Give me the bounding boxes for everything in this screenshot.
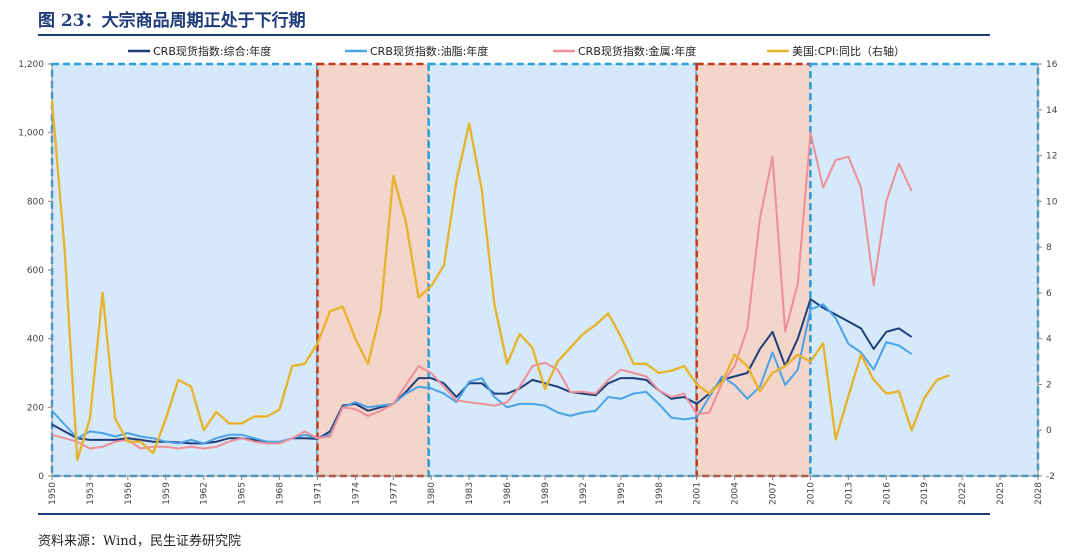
line-chart: 0 200 400 600 800 1,000 1,200 -2 0 2 4 6 8 10 12 14 16 19…: [18, 44, 1058, 505]
legend-label: CRB现货指数:综合:年度: [153, 44, 271, 58]
y-left-tick-label: 200: [27, 403, 44, 413]
x-tick-label: 1971: [313, 482, 323, 505]
y-left-tick-label: 1,200: [18, 60, 44, 70]
y-right-tick-label: 12: [1046, 152, 1057, 162]
x-tick-label: 1962: [200, 482, 210, 505]
x-tick-label: 1959: [162, 482, 172, 505]
x-tick-label: 1995: [617, 482, 627, 505]
x-tick-label: 1956: [124, 482, 134, 505]
legend-label: CRB现货指数:金属:年度: [578, 44, 696, 58]
x-tick-label: 1974: [351, 482, 361, 505]
x-tick-label: 1980: [427, 482, 437, 505]
series-line-1: [51, 303, 913, 445]
x-tick-label: 2004: [731, 482, 741, 505]
x-tick-label: 2022: [958, 482, 968, 505]
x-tick-label: 2019: [920, 482, 930, 505]
figure-title: 图 23：大宗商品周期正处于下行期: [38, 11, 306, 31]
x-tick-label: 2010: [806, 482, 816, 505]
source-note: 资料来源：Wind，民生证券研究院: [38, 534, 241, 549]
y-right-tick-label: 16: [1046, 60, 1058, 70]
x-tick-label: 1998: [655, 482, 665, 505]
y-left-tick-label: 0: [38, 472, 44, 482]
legend-label: 美国:CPI:同比（右轴）: [792, 44, 905, 58]
x-tick-label: 2016: [882, 482, 892, 505]
y-right-tick-label: 8: [1046, 243, 1052, 253]
shaded-period-2: [427, 62, 698, 478]
x-tick-label: 1986: [503, 482, 513, 505]
x-tick-label: 1989: [541, 482, 551, 505]
x-tick-label: 2007: [769, 482, 779, 505]
y-left-tick-label: 1,000: [18, 129, 44, 139]
y-right-tick-label: 14: [1046, 106, 1058, 116]
shaded-period-4: [809, 62, 1040, 478]
legend-label: CRB现货指数:油脂:年度: [370, 44, 488, 58]
x-tick-label: 2013: [844, 482, 854, 505]
x-tick-label: 1953: [86, 482, 96, 505]
source-rule: [38, 513, 990, 515]
series-line-0: [51, 298, 913, 445]
x-tick-label: 2001: [693, 482, 703, 505]
x-tick-label: 1992: [579, 482, 589, 505]
x-tick-label: 2028: [1034, 482, 1044, 505]
y-right-tick-label: 2: [1046, 380, 1052, 390]
x-tick-label: 1950: [48, 482, 58, 505]
x-tick-label: 1983: [465, 482, 475, 505]
y-right-tick-label: 0: [1046, 426, 1052, 436]
y-right-tick-label: 4: [1046, 335, 1052, 345]
y-left-tick-label: 800: [27, 197, 44, 207]
y-left-tick-label: 600: [27, 266, 44, 276]
x-tick-label: 1968: [276, 482, 286, 505]
y-right-tick-label: 6: [1046, 289, 1052, 299]
y-right-tick-label: 10: [1046, 197, 1058, 207]
series-line-2: [51, 131, 913, 450]
x-tick-label: 1977: [389, 482, 399, 505]
series-line-3: [50, 100, 950, 462]
y-left-tick-label: 400: [27, 335, 44, 345]
x-tick-label: 2025: [996, 482, 1006, 505]
x-tick-label: 1965: [238, 482, 248, 505]
y-right-tick-label: -2: [1046, 472, 1055, 482]
shaded-period-0: [50, 62, 319, 478]
title-rule: [38, 34, 990, 36]
